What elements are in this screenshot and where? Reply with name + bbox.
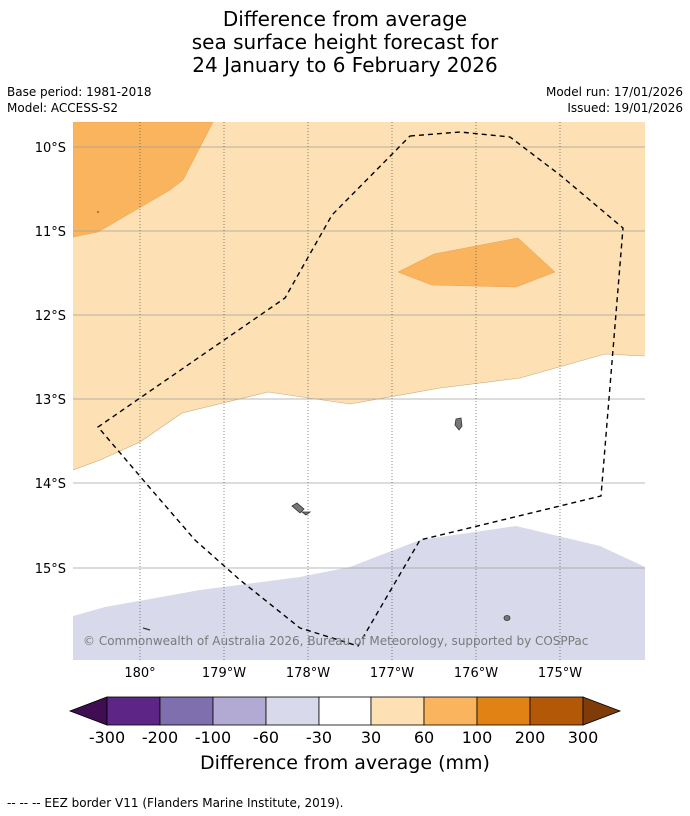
lat-label-13s: 13°S <box>35 393 66 408</box>
lat-label-15s: 15°S <box>35 562 66 577</box>
colorbar-title: Difference from average (mm) <box>200 752 490 774</box>
title-line-1: Difference from average <box>222 7 468 31</box>
map-area: © Commonwealth of Australia 2026, Bureau… <box>73 122 645 660</box>
colorbar-tick: 30 <box>361 728 381 747</box>
colorbar-tick: -200 <box>142 728 178 747</box>
eez-footnote: -- -- -- EEZ border V11 (Flanders Marine… <box>7 796 344 810</box>
colorbar-tick: 60 <box>414 728 434 747</box>
colorbar-segment <box>423 696 478 726</box>
island-east <box>454 417 463 431</box>
colorbar-segment <box>318 696 372 726</box>
lon-label-179w: 179°W <box>202 666 246 681</box>
colorbar <box>68 696 622 726</box>
longitude-labels: 180° 179°W 178°W 177°W 176°W 175°W <box>124 666 582 681</box>
lat-label-10s: 10°S <box>35 141 66 156</box>
colorbar-segment <box>476 696 531 726</box>
base-period: Base period: 1981-2018 <box>7 85 152 99</box>
issued-date: Issued: 19/01/2026 <box>567 101 683 115</box>
copyright-text: © Commonwealth of Australia 2026, Bureau… <box>83 634 588 648</box>
anomaly-60-100-patch-east <box>397 237 556 288</box>
contour-line-30 <box>73 353 645 471</box>
meta-left: Base period: 1981-2018 Model: ACCESS-S2 <box>7 84 152 116</box>
latitude-labels: 10°S 11°S 12°S 13°S 14°S 15°S <box>35 141 66 577</box>
chart-title: Difference from average sea surface heig… <box>0 8 690 77</box>
island-west-b <box>300 511 312 516</box>
latitude-gridlines <box>73 146 645 569</box>
colorbar-segment <box>159 696 214 726</box>
anomaly-60-100-patch-northwest <box>73 122 214 238</box>
title-line-2: sea surface height forecast for <box>191 30 499 54</box>
colorbar-tick: -300 <box>89 728 125 747</box>
lon-label-180: 180° <box>124 666 155 681</box>
colorbar-segment <box>529 696 584 726</box>
lat-label-12s: 12°S <box>35 309 66 324</box>
colorbar-extend-low <box>68 696 108 726</box>
island-southwest <box>142 627 151 631</box>
colorbar-extend-high <box>582 696 622 726</box>
model-run: Model run: 17/01/2026 <box>545 85 683 99</box>
lat-label-14s: 14°S <box>35 477 66 492</box>
colorbar-segment <box>212 696 267 726</box>
lon-label-176w: 176°W <box>454 666 498 681</box>
lon-label-178w: 178°W <box>286 666 330 681</box>
model-name: Model: ACCESS-S2 <box>7 101 119 115</box>
colorbar-segment <box>370 696 425 726</box>
colorbar-tick: 300 <box>568 728 599 747</box>
colorbar-tick: 200 <box>515 728 546 747</box>
island-west-a <box>291 502 305 514</box>
title-line-3: 24 January to 6 February 2026 <box>192 53 498 77</box>
island-northwest <box>97 211 99 213</box>
island-south <box>503 615 511 621</box>
colorbar-tick: -60 <box>253 728 279 747</box>
meta-right: Model run: 17/01/2026 Issued: 19/01/2026 <box>546 84 683 116</box>
lat-label-11s: 11°S <box>35 225 66 240</box>
colorbar-tick: -100 <box>195 728 231 747</box>
lon-label-175w: 175°W <box>538 666 582 681</box>
lon-label-177w: 177°W <box>370 666 414 681</box>
colorbar-tick: -30 <box>306 728 332 747</box>
anomaly-negative-region <box>73 526 645 660</box>
colorbar-segment <box>265 696 320 726</box>
colorbar-tick: 100 <box>462 728 493 747</box>
colorbar-segment <box>106 696 161 726</box>
colorbar-tick-labels: -300 -200 -100 -60 -30 30 60 100 200 300 <box>89 728 598 747</box>
